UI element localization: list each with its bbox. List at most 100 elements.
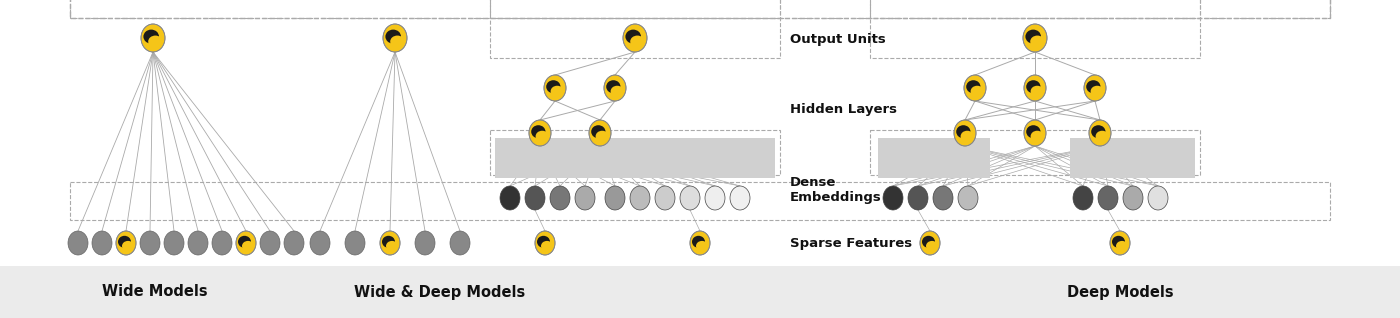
- Ellipse shape: [630, 186, 650, 210]
- Ellipse shape: [1110, 231, 1130, 255]
- Ellipse shape: [1123, 186, 1142, 210]
- Ellipse shape: [309, 231, 330, 255]
- Ellipse shape: [595, 131, 609, 142]
- Ellipse shape: [965, 75, 986, 101]
- Ellipse shape: [148, 36, 162, 47]
- Ellipse shape: [883, 186, 903, 210]
- Bar: [869, 0, 1200, 58]
- Bar: [70, 0, 1330, 18]
- Bar: [70, 0, 1330, 18]
- Bar: [0, 266, 1400, 318]
- Ellipse shape: [118, 236, 132, 248]
- Bar: [490, 130, 780, 175]
- Ellipse shape: [960, 131, 974, 142]
- Ellipse shape: [1026, 80, 1040, 93]
- Ellipse shape: [116, 231, 136, 255]
- Ellipse shape: [140, 231, 160, 255]
- Text: Wide Models: Wide Models: [102, 285, 207, 300]
- Ellipse shape: [540, 241, 553, 251]
- Ellipse shape: [623, 24, 647, 52]
- Ellipse shape: [696, 241, 708, 251]
- Ellipse shape: [966, 80, 980, 93]
- Bar: [869, 130, 1200, 175]
- Ellipse shape: [237, 231, 256, 255]
- Ellipse shape: [391, 36, 405, 47]
- Ellipse shape: [610, 86, 624, 97]
- Ellipse shape: [242, 241, 253, 251]
- Ellipse shape: [188, 231, 209, 255]
- Bar: [70, 182, 1330, 220]
- Ellipse shape: [606, 80, 620, 93]
- Bar: [496, 138, 776, 178]
- Ellipse shape: [1023, 75, 1046, 101]
- Ellipse shape: [692, 236, 706, 248]
- Ellipse shape: [603, 75, 626, 101]
- Ellipse shape: [1091, 86, 1103, 97]
- Text: Wide & Deep Models: Wide & Deep Models: [354, 285, 525, 300]
- Ellipse shape: [630, 36, 644, 47]
- Ellipse shape: [591, 125, 605, 138]
- Ellipse shape: [550, 186, 570, 210]
- Ellipse shape: [414, 231, 435, 255]
- Ellipse shape: [1116, 241, 1128, 251]
- Ellipse shape: [536, 131, 549, 142]
- Ellipse shape: [385, 30, 400, 44]
- Ellipse shape: [141, 24, 165, 52]
- Ellipse shape: [589, 120, 610, 146]
- Bar: [869, 0, 1200, 18]
- Ellipse shape: [1089, 120, 1112, 146]
- Text: Hidden Layers: Hidden Layers: [790, 103, 897, 116]
- Bar: [490, 0, 780, 58]
- Ellipse shape: [706, 186, 725, 210]
- Ellipse shape: [909, 186, 928, 210]
- Text: Dense
Embeddings: Dense Embeddings: [790, 176, 882, 204]
- Ellipse shape: [958, 186, 979, 210]
- Ellipse shape: [1030, 131, 1044, 142]
- Ellipse shape: [729, 186, 750, 210]
- Ellipse shape: [690, 231, 710, 255]
- Ellipse shape: [1098, 186, 1119, 210]
- Ellipse shape: [932, 186, 953, 210]
- Ellipse shape: [1148, 186, 1168, 210]
- Ellipse shape: [545, 75, 566, 101]
- Ellipse shape: [923, 236, 935, 248]
- Ellipse shape: [449, 231, 470, 255]
- Ellipse shape: [956, 125, 970, 138]
- Ellipse shape: [1084, 75, 1106, 101]
- Ellipse shape: [92, 231, 112, 255]
- Text: Deep Models: Deep Models: [1067, 285, 1173, 300]
- Ellipse shape: [531, 125, 546, 138]
- Ellipse shape: [925, 241, 938, 251]
- Ellipse shape: [538, 236, 550, 248]
- Text: Sparse Features: Sparse Features: [790, 237, 913, 250]
- Ellipse shape: [953, 120, 976, 146]
- Text: Output Units: Output Units: [790, 33, 886, 46]
- Ellipse shape: [605, 186, 624, 210]
- Ellipse shape: [680, 186, 700, 210]
- Ellipse shape: [260, 231, 280, 255]
- Ellipse shape: [1096, 131, 1109, 142]
- Ellipse shape: [382, 236, 395, 248]
- Ellipse shape: [529, 120, 552, 146]
- Ellipse shape: [655, 186, 675, 210]
- Ellipse shape: [550, 86, 564, 97]
- Ellipse shape: [1025, 30, 1042, 44]
- Ellipse shape: [143, 30, 160, 44]
- Bar: [1070, 138, 1196, 178]
- Ellipse shape: [1026, 125, 1040, 138]
- Ellipse shape: [384, 24, 407, 52]
- Ellipse shape: [386, 241, 398, 251]
- Ellipse shape: [1072, 186, 1093, 210]
- Ellipse shape: [920, 231, 939, 255]
- Bar: [878, 138, 990, 178]
- Ellipse shape: [535, 231, 554, 255]
- Ellipse shape: [122, 241, 134, 251]
- Ellipse shape: [1023, 120, 1046, 146]
- Ellipse shape: [284, 231, 304, 255]
- Ellipse shape: [525, 186, 545, 210]
- Ellipse shape: [626, 30, 641, 44]
- Ellipse shape: [164, 231, 183, 255]
- Ellipse shape: [69, 231, 88, 255]
- Bar: [490, 0, 780, 18]
- Ellipse shape: [1112, 236, 1126, 248]
